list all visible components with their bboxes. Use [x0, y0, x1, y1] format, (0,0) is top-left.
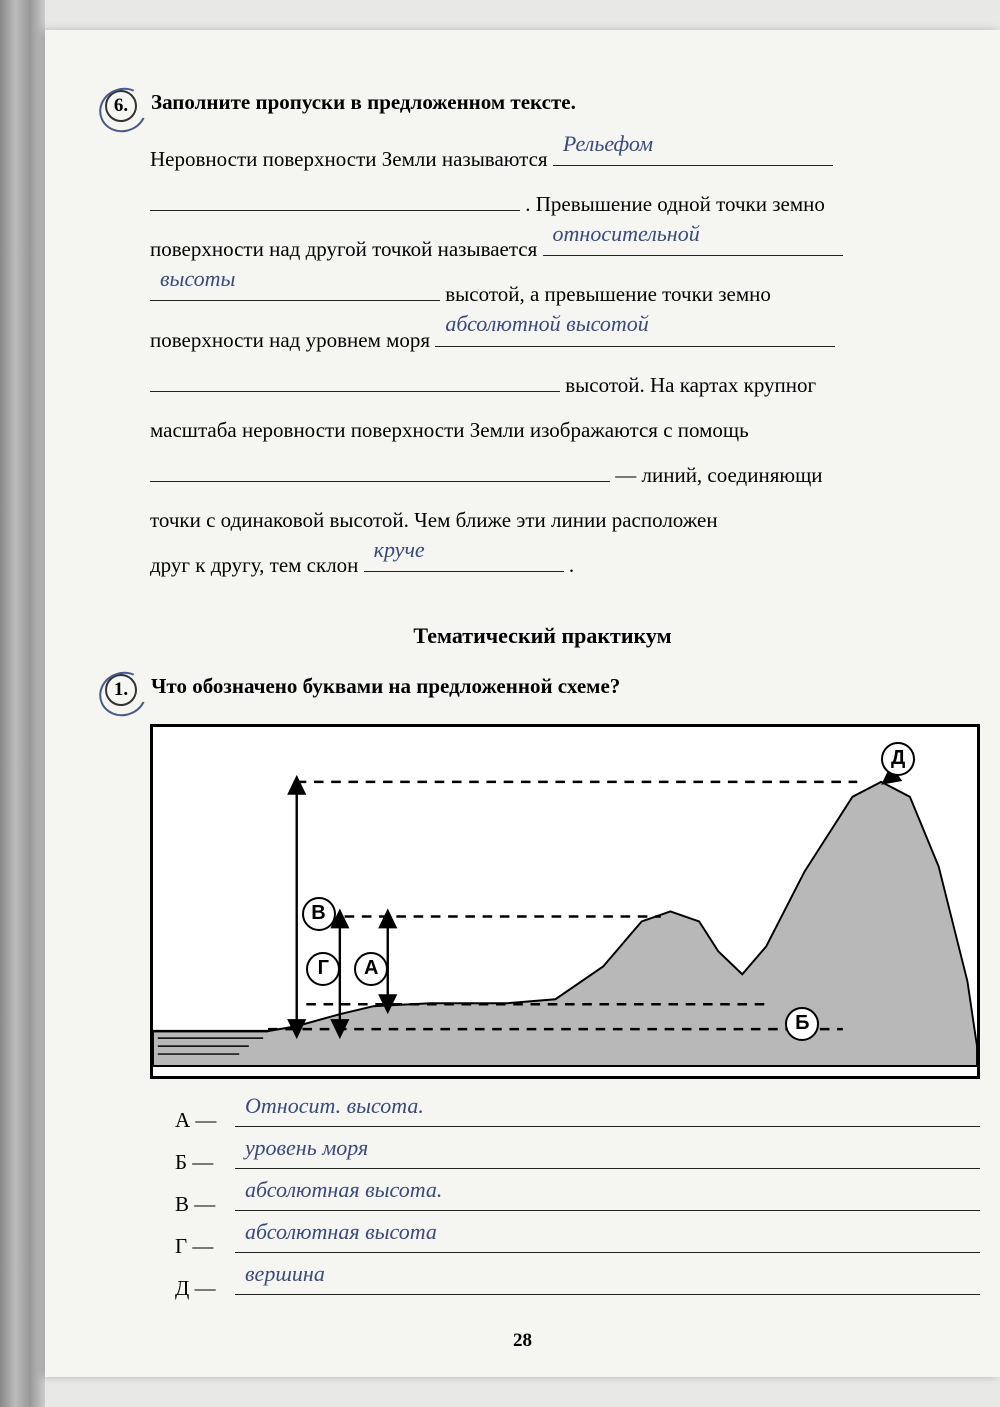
diagram-svg [153, 727, 977, 1076]
answer-1: Рельефом [563, 120, 653, 167]
page-number: 28 [513, 1330, 532, 1352]
terrain-diagram: ДВГАБ [150, 724, 980, 1079]
answer-4: абсолютной высотой [445, 300, 648, 347]
answer-d-label: Д — [175, 1267, 235, 1309]
text-p10: друг к другу, тем склон [150, 553, 358, 577]
blank-5 [150, 367, 560, 392]
answer-g-blank: абсолютная высота [235, 1228, 980, 1253]
book-binding [0, 0, 45, 1407]
answer-b-value: уровень моря [245, 1126, 368, 1170]
diagram-label-Г: Г [306, 952, 340, 986]
answer-a-value: Относит. высота. [245, 1084, 424, 1128]
question-6-number: 6. [105, 90, 137, 122]
blank-4: абсолютной высотой [435, 321, 835, 346]
answer-v-value: абсолютная высота. [245, 1168, 442, 1212]
question-1: 1. Что обозначено буквами на предложенно… [105, 674, 980, 1309]
answer-row-d: Д — вершина [175, 1267, 980, 1309]
question-1-number: 1. [105, 674, 137, 706]
answer-d-blank: вершина [235, 1270, 980, 1295]
answer-2: относительной [553, 210, 700, 257]
blank-7: круче [364, 547, 564, 572]
blank-1: Рельефом [553, 141, 833, 166]
answer-a-label: А — [175, 1099, 235, 1141]
answer-b-blank: уровень моря [235, 1144, 980, 1169]
text-p11: . [569, 553, 574, 577]
answer-d-value: вершина [245, 1252, 325, 1296]
answer-g-value: абсолютная высота [245, 1210, 437, 1254]
answer-3: высоты [160, 255, 235, 302]
question-6-body: Неровности поверхности Земли называются … [105, 137, 980, 588]
diagram-label-А: А [354, 952, 388, 986]
answer-a-blank: Относит. высота. [235, 1102, 980, 1127]
answer-v-label: В — [175, 1183, 235, 1225]
workbook-page: 6. Заполните пропуски в предложенном тек… [45, 30, 1000, 1377]
answer-b-label: Б — [175, 1141, 235, 1183]
question-6-title: Заполните пропуски в предложенном тексте… [151, 90, 576, 114]
answer-g-label: Г — [175, 1225, 235, 1267]
text-p1: Неровности поверхности Земли называются [150, 147, 548, 171]
text-p7: масштаба неровности поверхности Земли из… [150, 418, 749, 442]
answer-v-blank: абсолютная высота. [235, 1186, 980, 1211]
question-1-title: Что обозначено буквами на предложенной с… [151, 674, 620, 698]
text-p9: точки с одинаковой высотой. Чем ближе эт… [150, 508, 718, 532]
text-p8: — линий, соединяющи [615, 463, 822, 487]
diagram-label-В: В [302, 897, 336, 931]
section-title: Тематический практикум [105, 623, 980, 649]
blank-2: относительной [543, 231, 843, 256]
question-6: 6. Заполните пропуски в предложенном тек… [105, 90, 980, 588]
blank-6 [150, 457, 610, 482]
answer-5: круче [374, 526, 425, 573]
blank-3: высоты [150, 276, 440, 301]
blank-1b [150, 186, 520, 211]
diagram-label-Б: Б [785, 1007, 819, 1041]
text-p6: высотой. На картах крупног [565, 373, 816, 397]
text-p5: поверхности над уровнем моря [150, 328, 430, 352]
